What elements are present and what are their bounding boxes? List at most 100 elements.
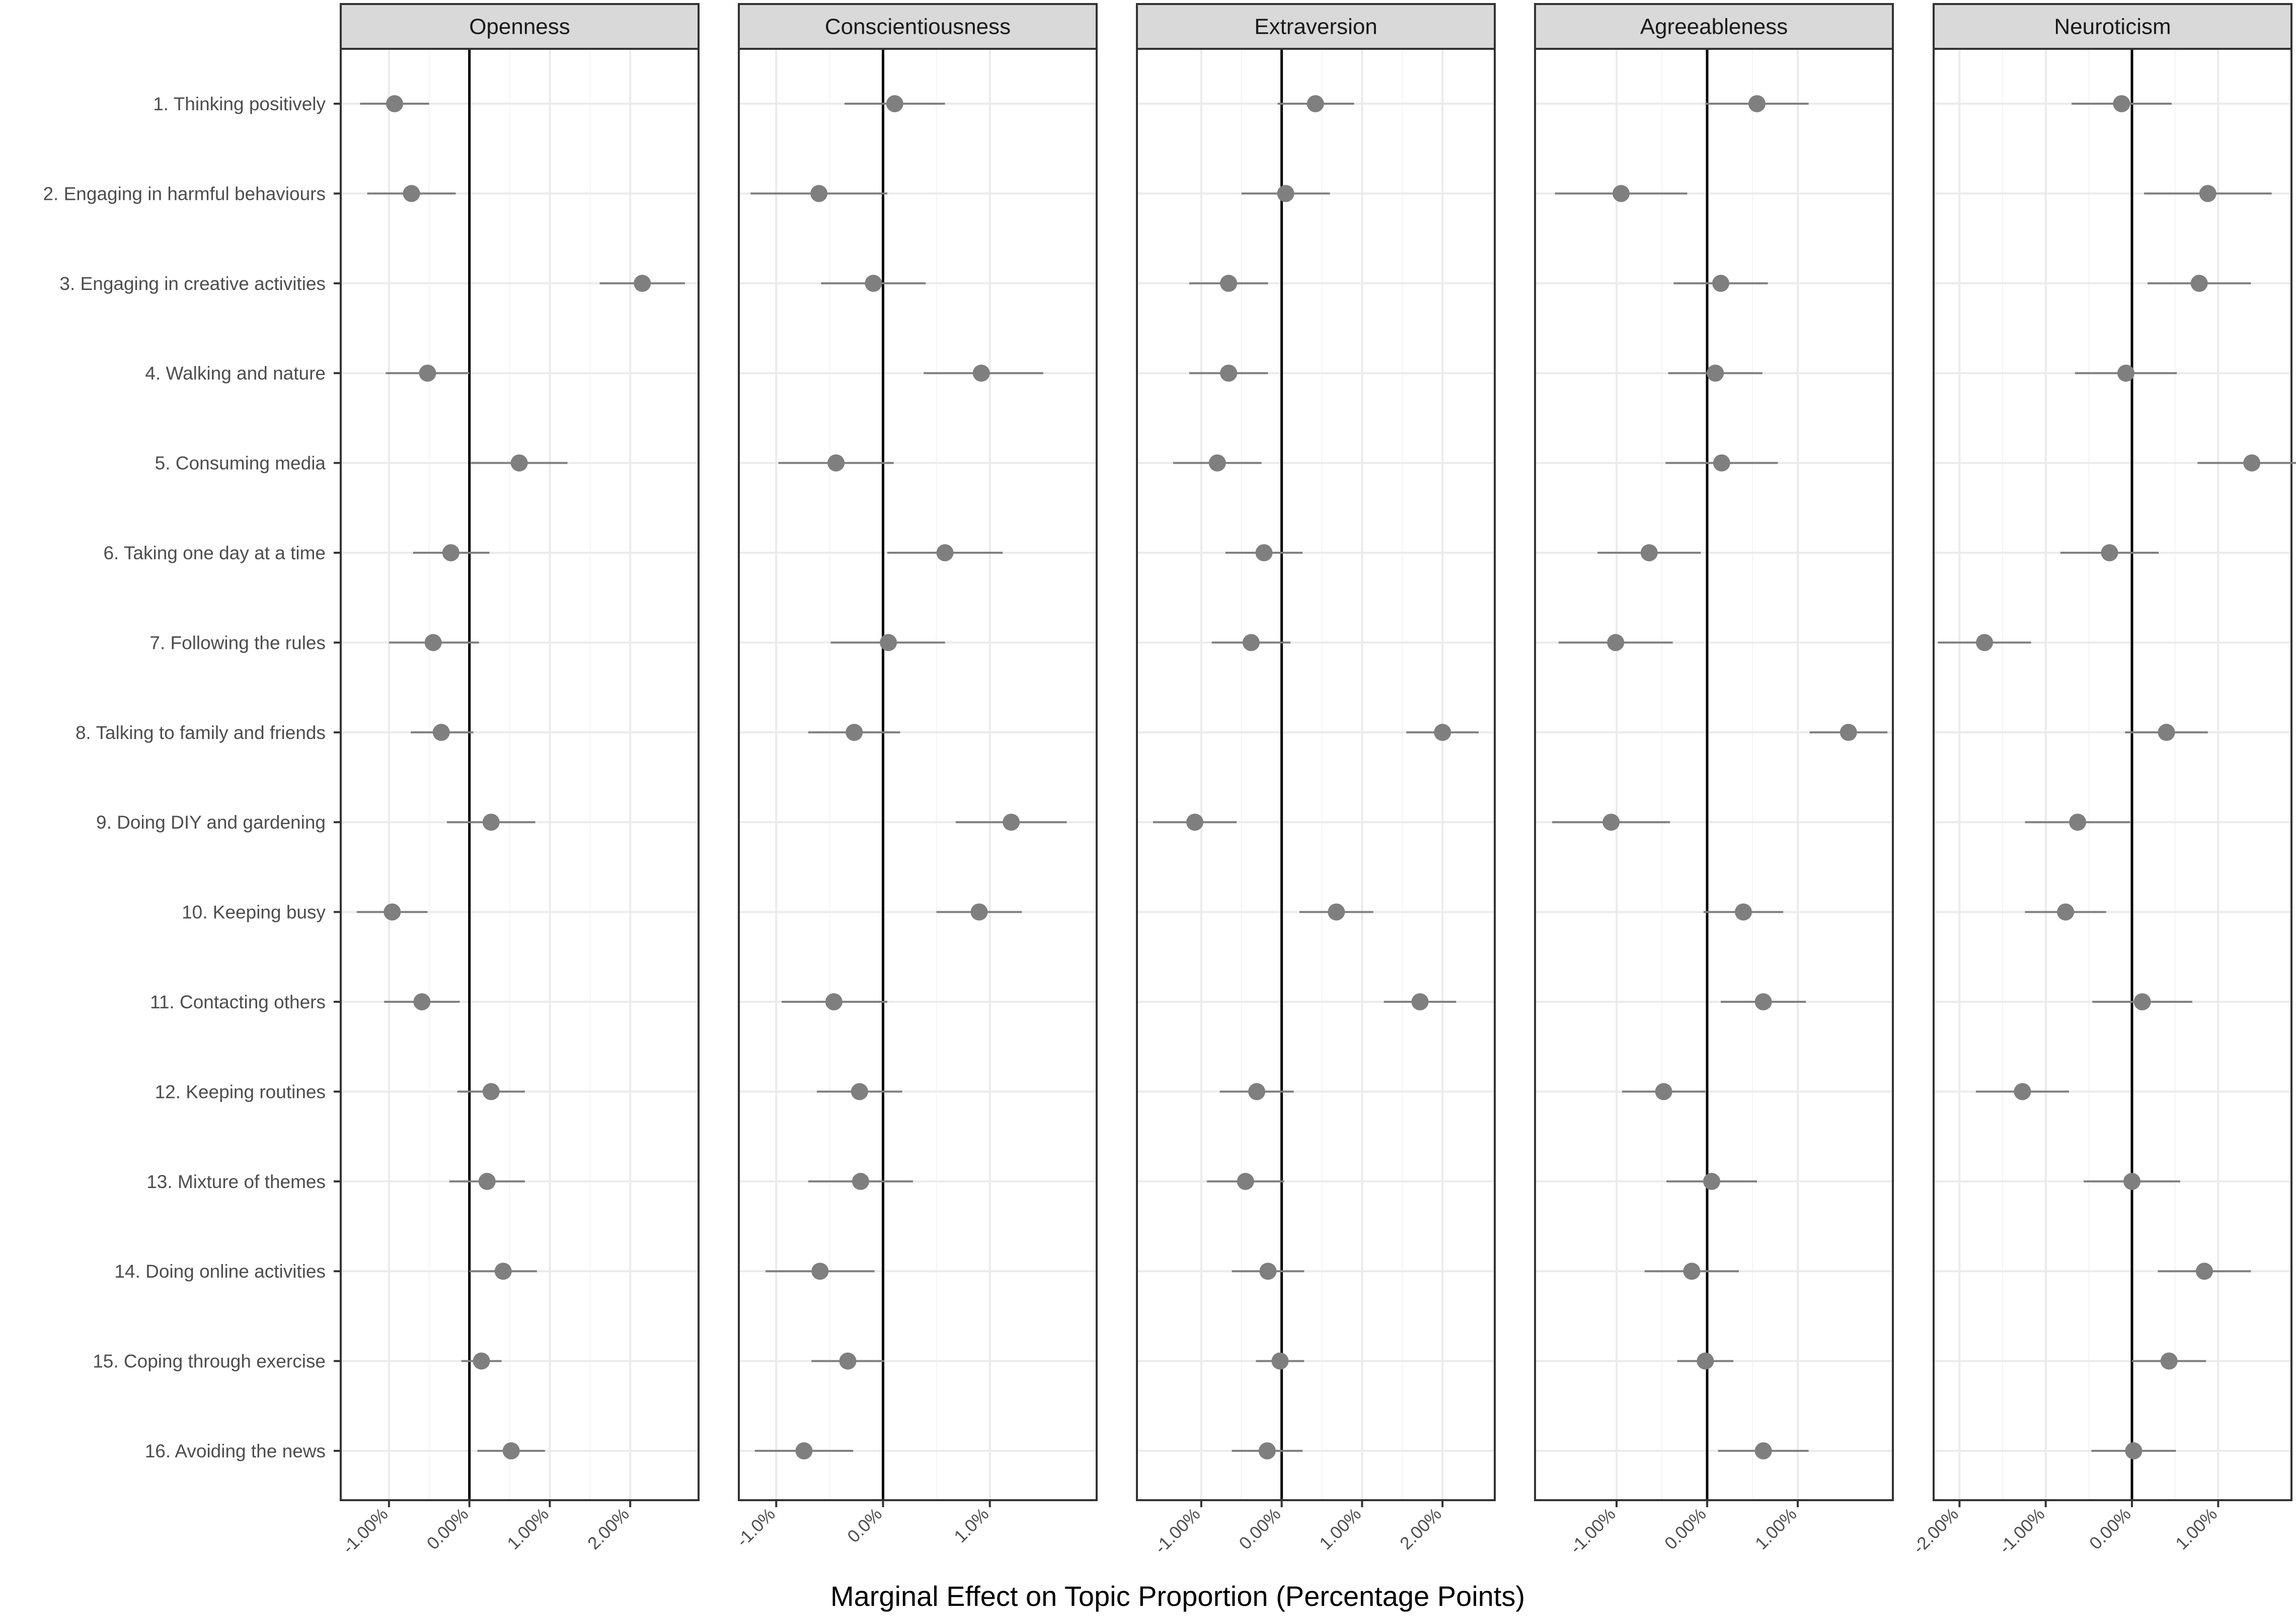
estimate-point <box>970 903 988 921</box>
estimate-point <box>634 274 651 292</box>
y-tick-label: 15. Coping through exercise <box>93 1351 326 1372</box>
y-tick-label: 7. Following the rules <box>149 632 326 653</box>
x-tick-label: 0.00% <box>423 1504 473 1554</box>
x-tick-label: 0.00% <box>2086 1504 2135 1554</box>
estimate-point <box>1655 1083 1672 1100</box>
estimate-point <box>1259 1263 1277 1280</box>
y-tick-label: 1. Thinking positively <box>153 94 326 114</box>
y-tick-label: 13. Mixture of themes <box>146 1171 326 1192</box>
estimate-point <box>1840 723 1857 741</box>
estimate-point <box>1328 903 1345 921</box>
panel-border <box>1136 48 1496 1501</box>
facet-panel: Openness -1.00% 0.00% 1.00% 2.00% <box>339 3 700 1558</box>
estimate-point <box>2123 1172 2141 1190</box>
estimate-point <box>839 1352 857 1370</box>
x-tick-label: 2.00% <box>1396 1504 1445 1554</box>
y-tick-label: 16. Avoiding the news <box>145 1441 326 1461</box>
y-tick-label: 6. Taking one day at a time <box>103 543 326 563</box>
panel-background <box>1534 48 1894 1501</box>
estimate-point <box>2057 903 2075 921</box>
estimate-point <box>473 1352 490 1370</box>
x-tick-label: 0.00% <box>1661 1504 1710 1554</box>
panel-border <box>340 48 700 1501</box>
estimate-point <box>1242 634 1260 651</box>
estimate-point <box>795 1442 813 1459</box>
facet-title: Extraversion <box>1254 15 1377 39</box>
estimate-point <box>1602 814 1620 831</box>
estimate-point <box>880 634 897 651</box>
estimate-point <box>442 544 460 561</box>
estimate-point <box>852 1172 869 1190</box>
facet-title: Agreeableness <box>1640 15 1788 39</box>
estimate-point <box>2195 1263 2213 1280</box>
facet-title: Neuroticism <box>2054 15 2171 39</box>
x-tick-label: 1.0% <box>950 1504 992 1546</box>
facet-title: Openness <box>469 15 570 39</box>
estimate-point <box>2160 1352 2178 1370</box>
estimate-point <box>1712 274 1729 292</box>
estimate-point <box>2014 1083 2031 1100</box>
estimate-point <box>2117 364 2135 382</box>
panel-border <box>738 48 1098 1501</box>
estimate-point <box>494 1263 512 1280</box>
facet-panel: Neuroticism -2.00% -1.00% 0.00% 1.00% <box>1909 3 2296 1558</box>
x-tick-label: 1.00% <box>1751 1504 1801 1554</box>
estimate-point <box>2101 544 2118 561</box>
x-tick-label: -1.00% <box>339 1504 392 1558</box>
estimate-point <box>1255 544 1273 561</box>
estimate-point <box>1683 1263 1701 1280</box>
estimate-point <box>2158 723 2175 741</box>
panel-background <box>340 48 700 1501</box>
facet-strip <box>738 3 1098 50</box>
estimate-point <box>2113 95 2130 112</box>
y-tick-label: 2. Engaging in harmful behaviours <box>43 183 326 204</box>
estimate-point <box>510 454 528 472</box>
estimate-point <box>478 1172 496 1190</box>
estimate-point <box>2125 1442 2142 1459</box>
x-tick-label: 0.0% <box>844 1504 886 1546</box>
estimate-point <box>936 544 954 561</box>
estimate-point <box>846 723 863 741</box>
estimate-point <box>1735 903 1752 921</box>
estimate-point <box>811 1263 829 1280</box>
estimate-point <box>1976 634 1994 651</box>
estimate-point <box>386 95 404 112</box>
estimate-point <box>2243 454 2261 472</box>
y-tick-label: 5. Consuming media <box>155 453 326 474</box>
estimate-point <box>1713 454 1730 472</box>
estimate-point <box>1607 634 1625 651</box>
estimate-point <box>1697 1352 1714 1370</box>
estimate-point <box>413 993 431 1010</box>
x-tick-label: -1.00% <box>1151 1504 1204 1558</box>
estimate-point <box>1411 993 1429 1010</box>
estimate-point <box>384 903 401 921</box>
x-tick-label: -1.00% <box>1566 1504 1620 1558</box>
estimate-point <box>886 95 903 112</box>
x-tick-label: 1.00% <box>2172 1504 2221 1554</box>
estimate-point <box>1613 185 1630 202</box>
estimate-point <box>827 454 845 472</box>
y-tick-label: 3. Engaging in creative activities <box>59 273 326 294</box>
estimate-point <box>1220 274 1238 292</box>
facet-panel: Extraversion -1.00% 0.00% 1.00% 2.00% <box>1136 3 1496 1558</box>
estimate-point <box>1640 544 1658 561</box>
estimate-point <box>825 993 843 1010</box>
panel-border <box>1534 48 1894 1501</box>
estimate-point <box>865 274 882 292</box>
y-tick-label: 14. Doing online activities <box>114 1261 326 1282</box>
y-tick-label: 4. Walking and nature <box>145 363 326 384</box>
estimate-point <box>1277 185 1294 202</box>
facet-strip <box>1534 3 1894 50</box>
estimate-point <box>1748 95 1766 112</box>
estimate-point <box>1208 454 1226 472</box>
estimate-point <box>1237 1172 1254 1190</box>
estimate-point <box>1703 1172 1720 1190</box>
x-tick-label: -1.0% <box>733 1504 779 1551</box>
estimate-point <box>482 1083 500 1100</box>
x-tick-label: 0.00% <box>1235 1504 1284 1554</box>
estimate-point <box>1220 364 1238 382</box>
x-tick-label: -2.00% <box>1909 1504 1962 1558</box>
facet-panel: Conscientiousness -1.0% 0.0% 1.0% <box>733 3 1098 1551</box>
y-tick-label: 9. Doing DIY and gardening <box>96 812 326 833</box>
